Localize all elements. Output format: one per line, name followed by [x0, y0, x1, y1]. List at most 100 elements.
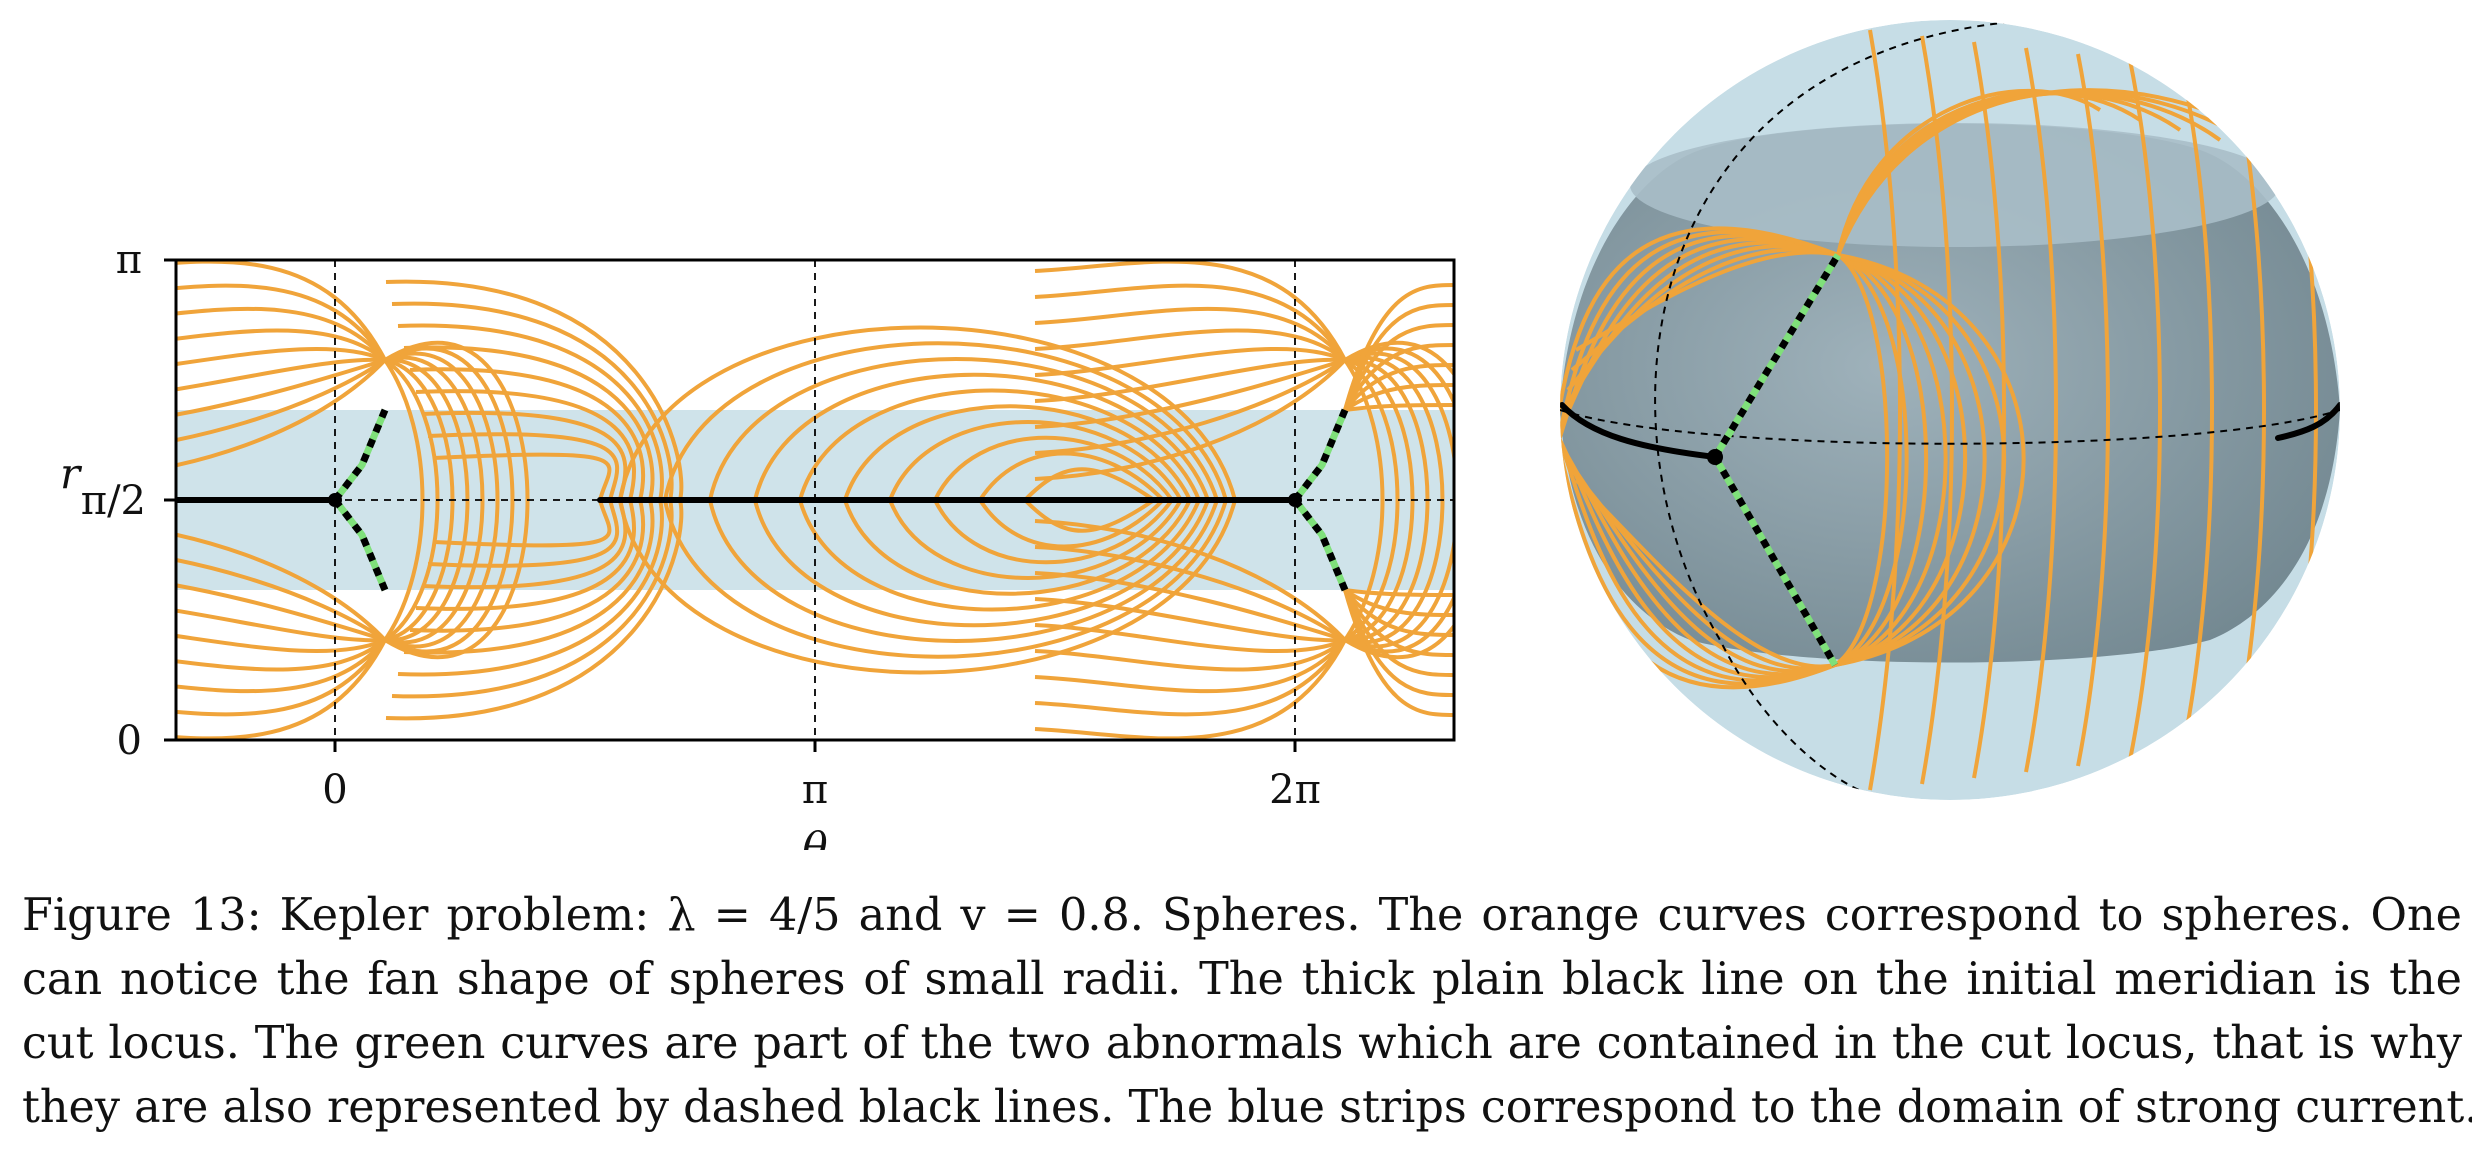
- y-axis-label: r: [60, 449, 83, 498]
- edge-curve-down-2: [1343, 589, 1454, 697]
- fan-curve-left-up-0-9: [176, 260, 387, 361]
- sphere-meridian-curve-2: [1972, 41, 2006, 779]
- sphere-cut-locus-left: [1560, 402, 1718, 460]
- sphere-meridian-curve-4: [2076, 53, 2110, 767]
- sphere-fan-upper-6: [1560, 233, 1839, 451]
- edge-curve-up-1: [1343, 283, 1454, 411]
- fan-curve-left-down-0-3: [176, 583, 386, 642]
- fan-curve-right-0-6: [384, 351, 500, 649]
- sphere-fan-loop-3: [1834, 253, 1929, 667]
- fan-curve-left-down-1-7: [1034, 638, 1347, 694]
- fan-curve-left-up-0-8: [176, 283, 387, 362]
- sphere-fan-loop-4: [1834, 253, 1948, 667]
- fan-curve-left-up-0-3: [176, 358, 386, 417]
- fan-curve-right-1-8: [1343, 340, 1454, 660]
- caption-line-3: cut locus. The green curves are part of …: [22, 1018, 2462, 1069]
- fan-curve-left-up-1-8: [1034, 283, 1347, 362]
- sphere-plot: [1560, 20, 2340, 800]
- fan-curve-right-1-7: [1344, 346, 1454, 654]
- abnormal-lower-2pi: [1292, 497, 1349, 592]
- abnormal-upper-2pi: [1292, 408, 1349, 503]
- x-tick-label-2pi: 2π: [1269, 767, 1321, 813]
- fan-curve-right-1-6: [1344, 351, 1454, 649]
- edge-curve-up-3: [1343, 323, 1454, 411]
- edge-curve-down-4: [1343, 589, 1454, 657]
- sphere-fan-upper-5: [1560, 237, 1839, 431]
- edge-curve-down-3: [1343, 589, 1454, 677]
- y-tick-label-zero: 0: [117, 718, 142, 764]
- edge-curve-up-5: [1343, 363, 1454, 412]
- fan-curve-left-up-0-6: [176, 328, 387, 362]
- sphere-meridian-curve-6: [2180, 65, 2214, 755]
- sphere-fan-lower-3: [1566, 458, 1836, 674]
- figure-13: π π/2 0 0 π 2π r θ: [60, 20, 2340, 850]
- tick-marks: [164, 258, 1297, 752]
- equator: [1560, 409, 2340, 445]
- fan-curve-left-up-1-1: [1034, 358, 1347, 481]
- caption-line-2: can notice the fan shape of spheres of s…: [22, 954, 2462, 1005]
- fan-curve-left-down-1-4: [1034, 597, 1346, 643]
- fan-curve-right-0-1: [383, 358, 425, 642]
- left-plot: π π/2 0 0 π 2π r θ: [60, 237, 1456, 850]
- edge-curve-down-1: [1343, 589, 1454, 717]
- fan-curve-left-down-0-6: [176, 638, 387, 672]
- fan-curve-left-up-1-4: [1034, 357, 1346, 403]
- fan-curve-left-down-0-4: [176, 608, 386, 643]
- fan-curve-left-down-0-7: [176, 638, 387, 694]
- fan-curve-left-down-0-1: [176, 532, 387, 642]
- edge-curve-down-6: [1343, 588, 1454, 617]
- abnormals: [332, 408, 1349, 592]
- sphere-fan-loop-6: [1834, 253, 1987, 667]
- fan-curve-left-down-0-8: [176, 638, 387, 717]
- sphere-fan-lower-5: [1560, 439, 1836, 680]
- sphere-fan-loop-2: [1834, 253, 1909, 667]
- caption-line-4: they are also represented by dashed blac…: [22, 1082, 2472, 1133]
- fan-curve-left-up-0-5: [176, 346, 386, 367]
- sphere-fan-lower-4: [1562, 448, 1836, 677]
- figure-caption: Figure 13: Kepler problem: λ = 4/5 and v…: [22, 884, 2472, 1140]
- x-axis-label: θ: [802, 823, 827, 850]
- sphere-fan-loop-5: [1834, 253, 1968, 667]
- band-upper-rim: [1630, 123, 2280, 247]
- x-tick-label-zero: 0: [322, 767, 347, 813]
- fan-curve-left-up-0-4: [176, 357, 386, 392]
- sphere-curves: [176, 260, 1454, 740]
- fan-curve-left-up-0-1: [176, 358, 387, 468]
- sphere-fan-loop-7: [1834, 253, 2007, 667]
- fan-curve-left-down-1-5: [1034, 623, 1346, 654]
- fan-curve-left-up-1-5: [1034, 346, 1346, 377]
- caption-line-1: Figure 13: Kepler problem: λ = 4/5 and v…: [22, 890, 2462, 941]
- y-tick-label-pi: π: [116, 237, 142, 283]
- abnormal-lower-0: [332, 497, 389, 592]
- y-tick-label-half-pi: π/2: [81, 478, 146, 524]
- sphere-meridian-curve-3: [2024, 47, 2058, 773]
- edge-curve-up-4: [1343, 343, 1454, 411]
- sphere-meridian-curve-1: [1920, 35, 1954, 785]
- sphere-abnormals: [1711, 253, 1841, 667]
- fan-curve-left-down-1-9: [1034, 639, 1347, 740]
- abnormal-upper-0: [332, 408, 389, 503]
- sphere-fan-loop-8: [1834, 253, 2026, 667]
- edge-curve-down-7: [1344, 588, 1454, 597]
- x-tick-label-pi: π: [802, 767, 828, 813]
- fan-curve-left-up-1-7: [1034, 306, 1347, 362]
- fan-curve-left-up-1-3: [1034, 358, 1346, 429]
- fan-curve-left-down-1-3: [1034, 571, 1346, 642]
- sphere-initial-point: [1707, 449, 1723, 465]
- fan-curve-left-up-0-2: [176, 358, 387, 443]
- sphere-fan-loop-1: [1833, 253, 1890, 667]
- meridian: [1654, 21, 2011, 796]
- fan-curve-left-down-0-5: [176, 633, 386, 654]
- sphere-meridian-curve-0: [1868, 29, 1902, 791]
- initial-point-2pi: [1288, 493, 1302, 507]
- fan-curve-left-down-0-9: [176, 639, 387, 740]
- fan-curve-left-down-1-2: [1034, 545, 1347, 642]
- sphere-meridian-curve-5: [2128, 59, 2162, 761]
- fan-curve-left-up-1-9: [1034, 260, 1347, 361]
- fan-curve-left-down-1-8: [1034, 638, 1347, 717]
- sphere-cut-locus-right: [2275, 402, 2340, 441]
- fan-curve-left-down-1-1: [1034, 519, 1347, 642]
- sphere-fan-lower-6: [1560, 429, 1836, 683]
- edge-curve-up-6: [1343, 383, 1454, 412]
- fan-curve-left-down-1-6: [1034, 638, 1347, 672]
